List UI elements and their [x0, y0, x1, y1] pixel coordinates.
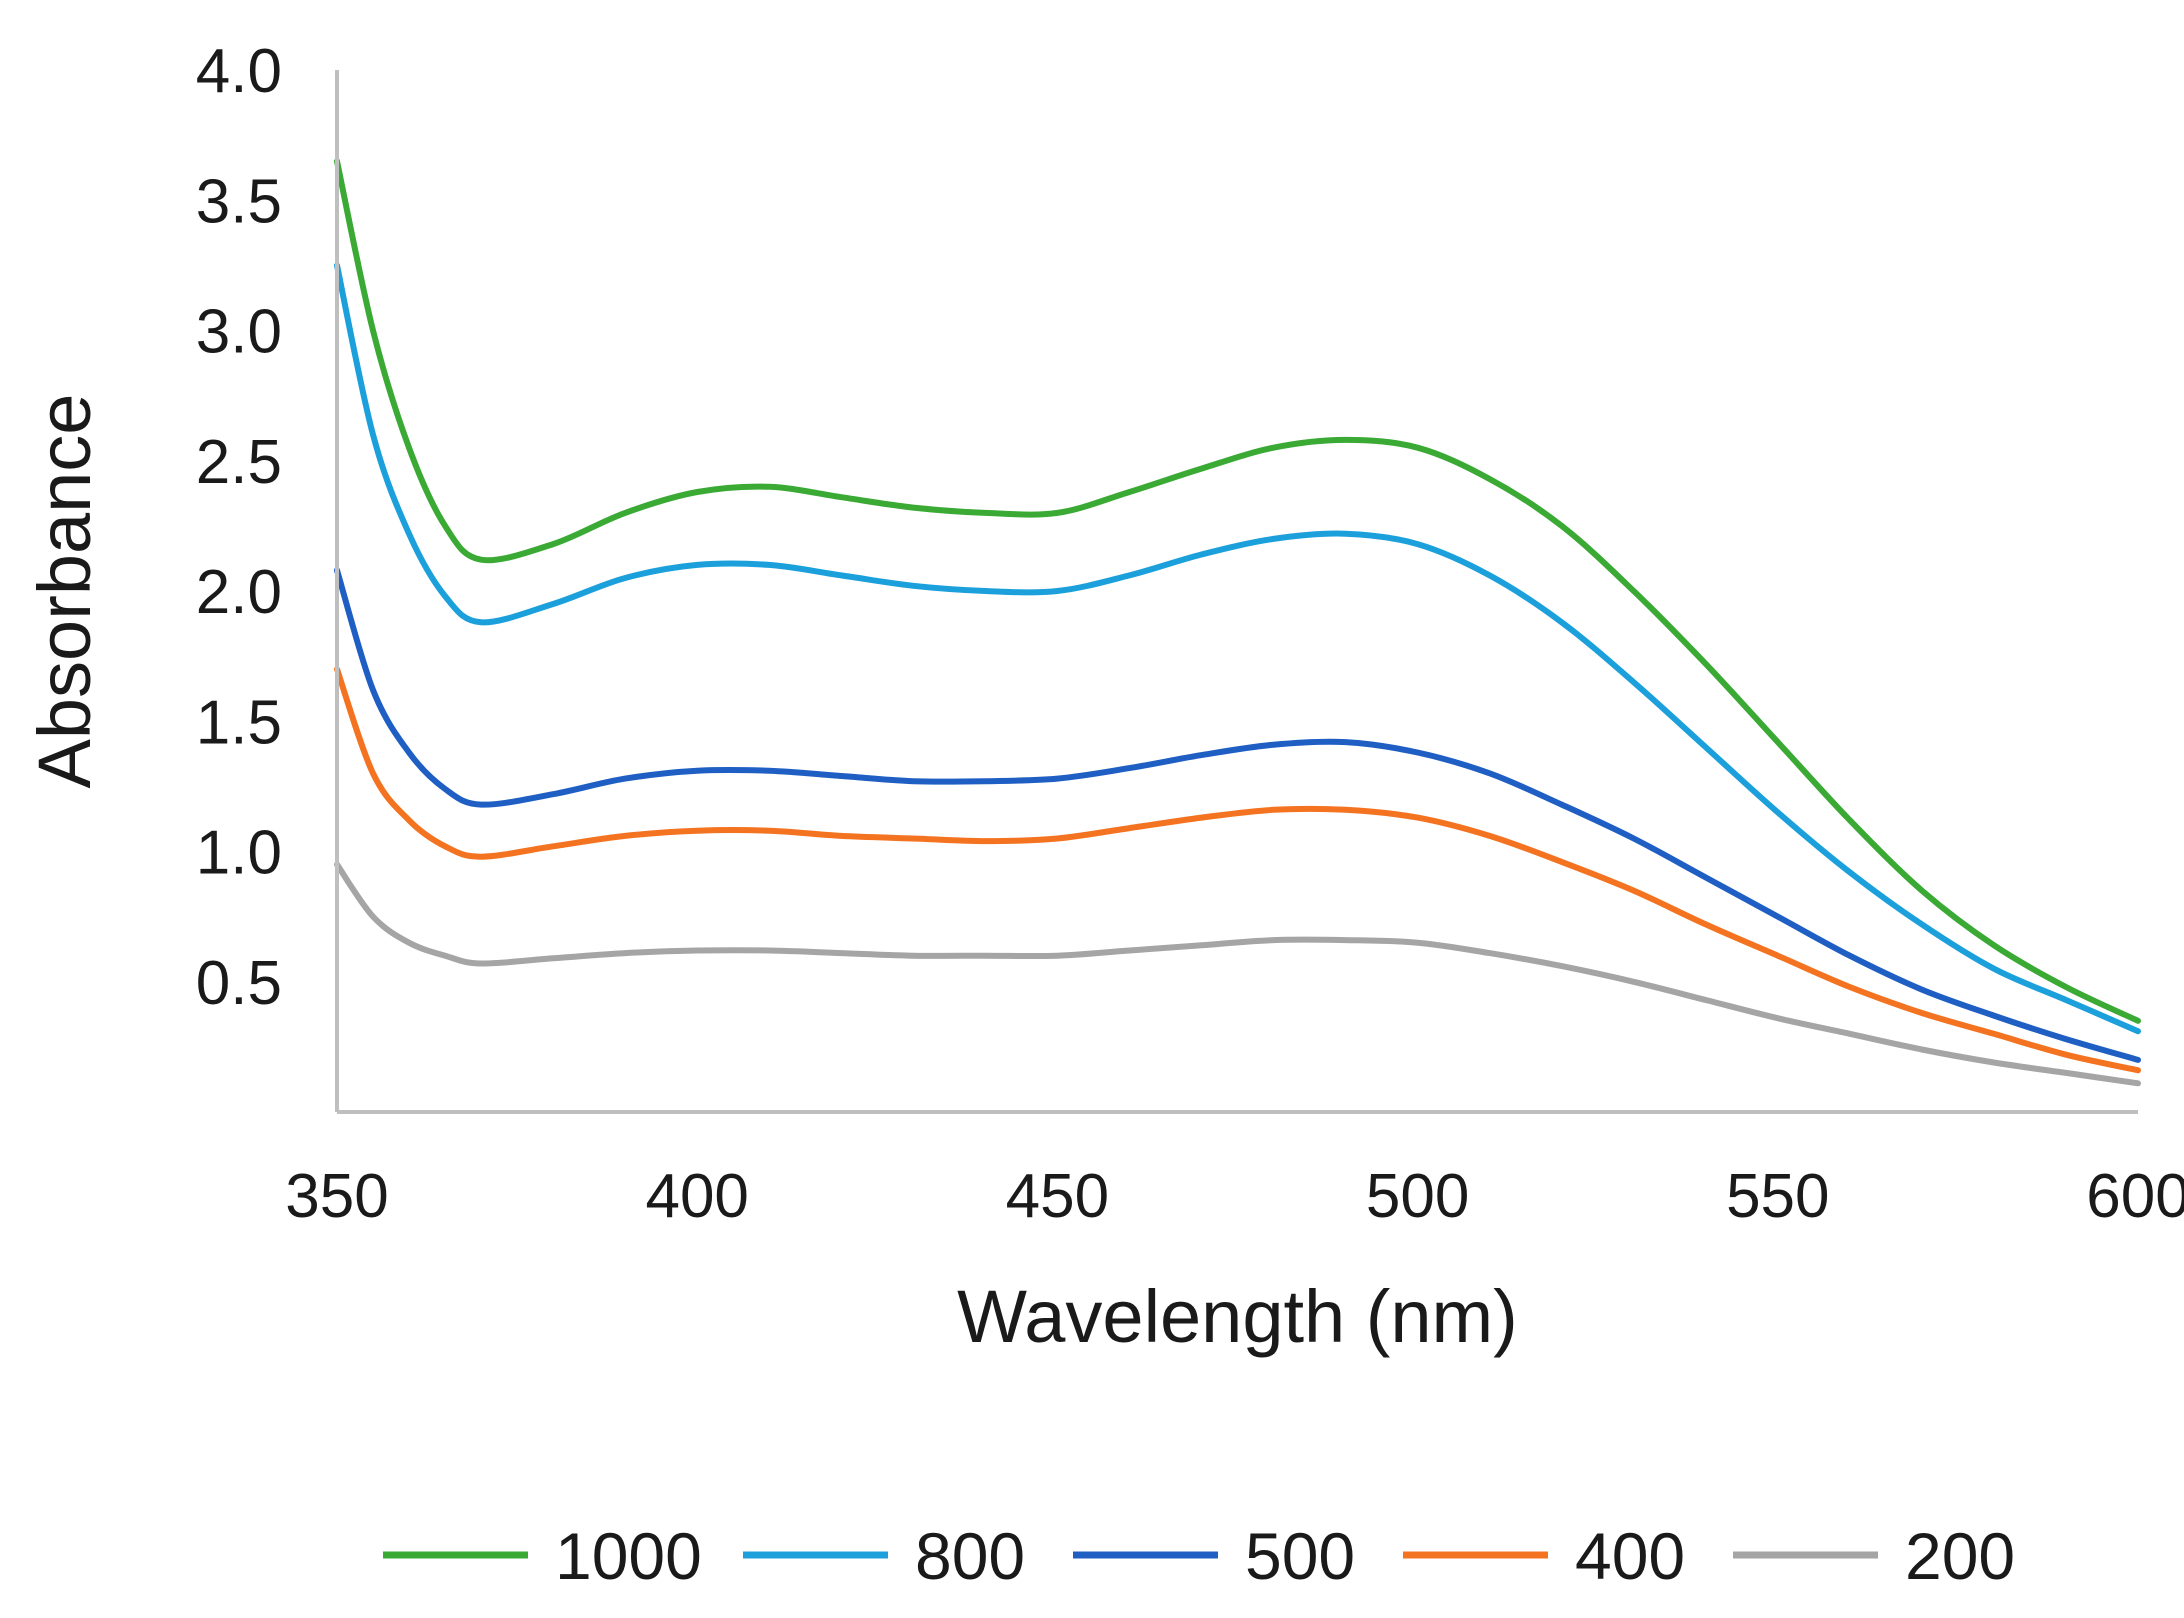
y-tick-labels: 0.5 1.0 1.5 2.0 2.5 3.0 3.5 4.0 [196, 37, 282, 1018]
y-tick-label: 2.0 [196, 558, 282, 627]
legend: 1000 800 500 400 200 [383, 1519, 2015, 1593]
y-tick-label: 2.5 [196, 428, 282, 497]
legend-label-400: 400 [1575, 1519, 1685, 1593]
y-tick-label: 4.0 [196, 37, 282, 106]
series-line-500 [334, 567, 2141, 1063]
x-axis-title: Wavelength (nm) [957, 1275, 1518, 1358]
y-tick-label: 1.0 [196, 819, 282, 888]
series-line-400 [334, 666, 2141, 1074]
legend-label-1000: 1000 [555, 1519, 702, 1593]
x-tick-label: 400 [645, 1162, 748, 1231]
y-axis-title: Absorbance [23, 394, 106, 789]
series-line-800 [334, 262, 2141, 1035]
x-tick-labels: 350 400 450 500 550 600 [285, 1162, 2184, 1231]
y-tick-label: 0.5 [196, 949, 282, 1018]
series-layer [334, 158, 2141, 1087]
axes-layer [335, 70, 2138, 1114]
y-tick-label: 3.5 [196, 167, 282, 236]
x-tick-label: 350 [285, 1162, 388, 1231]
legend-label-500: 500 [1245, 1519, 1355, 1593]
x-tick-label: 450 [1006, 1162, 1109, 1231]
x-tick-label: 550 [1726, 1162, 1829, 1231]
x-tick-label: 500 [1366, 1162, 1469, 1231]
y-tick-label: 3.0 [196, 298, 282, 367]
legend-label-200: 200 [1905, 1519, 2015, 1593]
x-tick-label: 600 [2086, 1162, 2184, 1231]
series-line-1000 [334, 158, 2141, 1024]
legend-label-800: 800 [915, 1519, 1025, 1593]
y-tick-label: 1.5 [196, 688, 282, 757]
series-line-200 [334, 861, 2141, 1087]
